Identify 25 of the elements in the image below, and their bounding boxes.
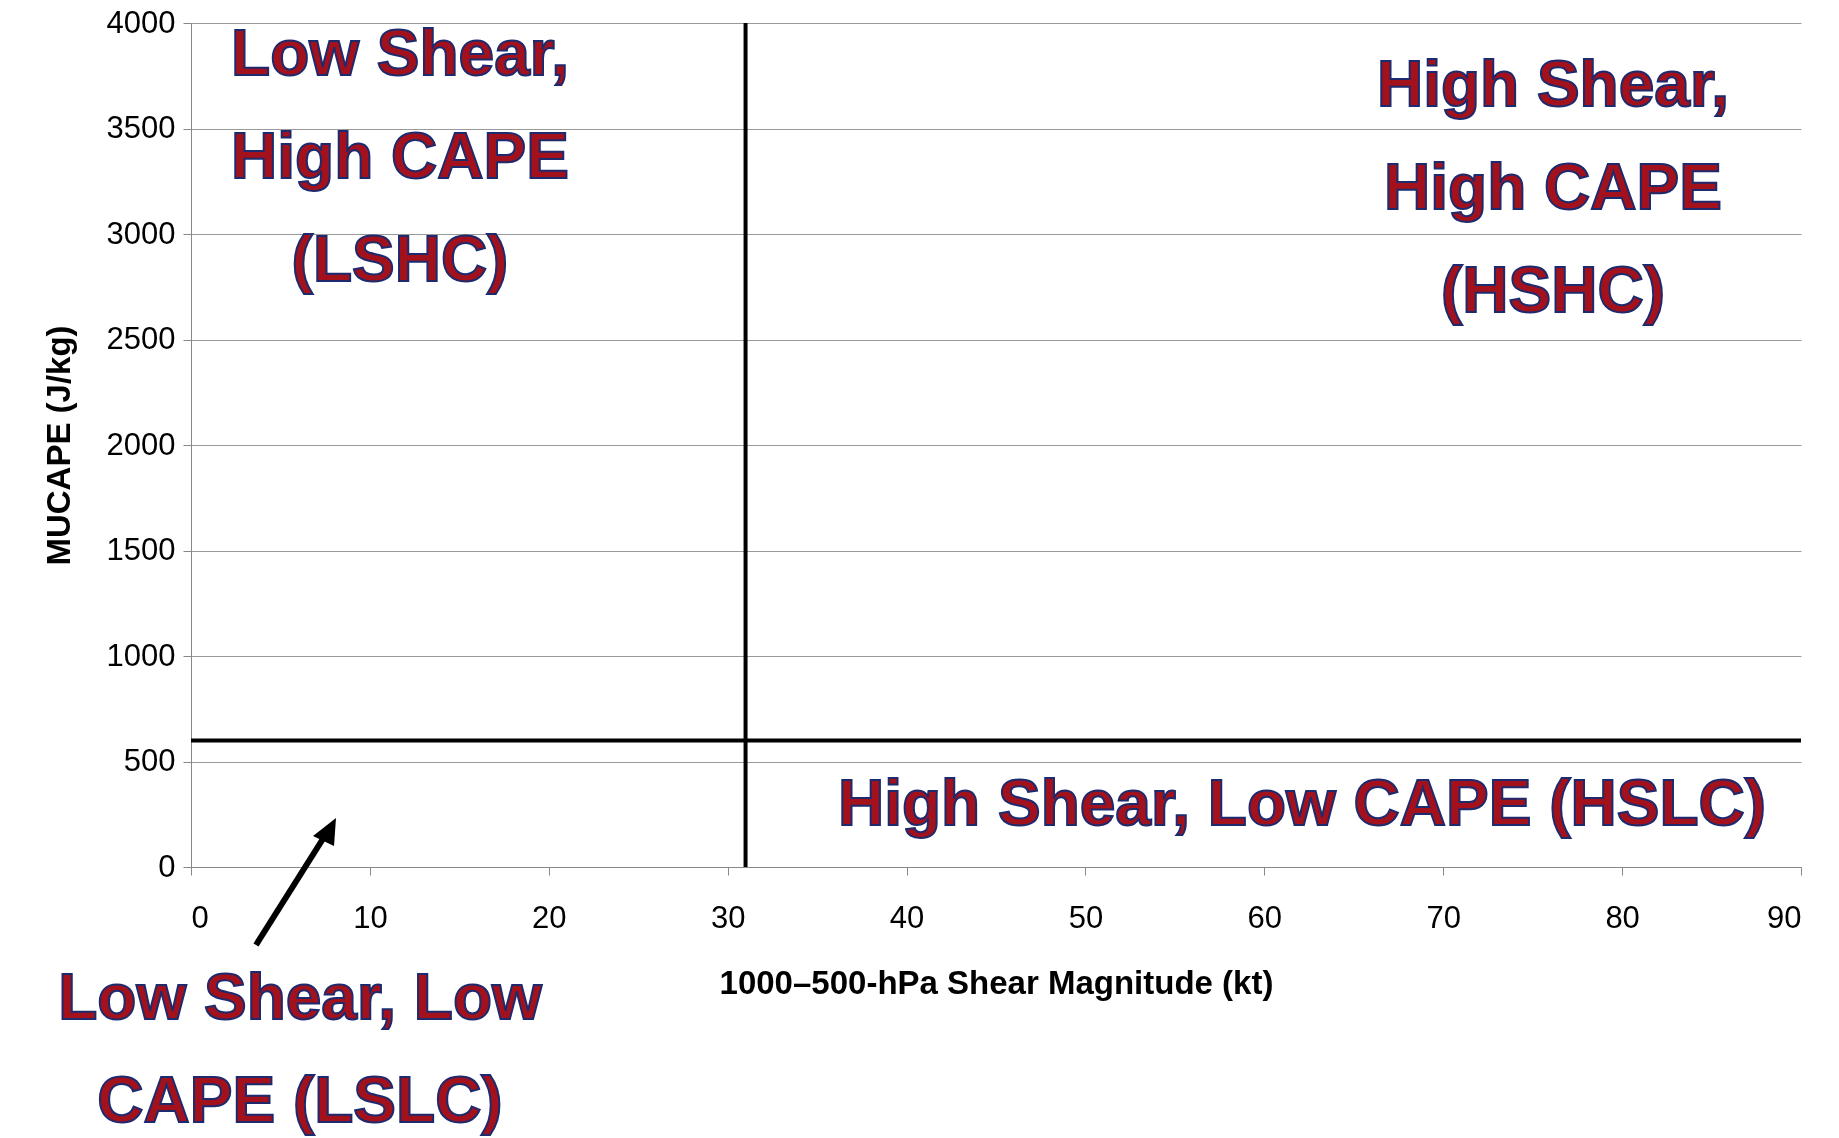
x-tick-label: 10 (353, 899, 388, 935)
x-tick-label: 80 (1605, 899, 1640, 935)
annotation: High Shear, Low CAPE (HSLC) (836, 766, 1768, 841)
y-tick-label: 1500 (106, 532, 176, 567)
y-tick-label: 3000 (106, 215, 176, 251)
y-tick-label: 0 (158, 848, 176, 884)
x-tick-label: 30 (710, 899, 746, 935)
y-tick-label: 4000 (106, 4, 176, 40)
x-tick-label: 60 (1247, 899, 1283, 935)
annotation: High Shear, High CAPE (HSHC) (1375, 47, 1731, 328)
y-tick-label: 3500 (106, 110, 176, 145)
y-tick-label: 1000 (106, 637, 176, 673)
x-tick-label: 50 (1068, 899, 1104, 935)
y-tick-label: 2000 (106, 426, 176, 462)
y-axis-title: MUCAPE (J/kg) (39, 325, 77, 566)
x-tick-label: 90 (1767, 899, 1802, 935)
x-tick-label: 0 (191, 899, 209, 935)
annotation: Low Shear, High CAPE (LSHC) (230, 16, 570, 297)
x-axis-title: 1000–500-hPa Shear Magnitude (kt) (719, 963, 1274, 1001)
x-tick-label: 20 (532, 899, 567, 935)
x-tick-label: 70 (1426, 899, 1461, 935)
y-tick-label: 2500 (106, 321, 176, 356)
y-tick-label: 500 (123, 743, 176, 778)
x-tick-label: 40 (889, 899, 925, 935)
text: Low Shear, Low CAPE (LSLC) (57, 960, 543, 1138)
